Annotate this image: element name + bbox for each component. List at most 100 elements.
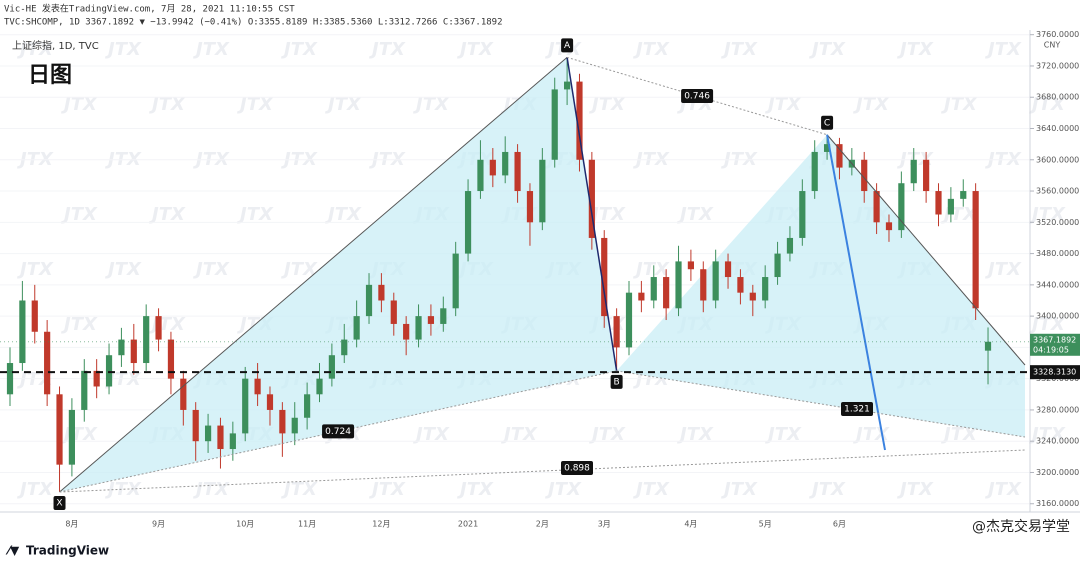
candle-body [576,81,583,160]
ratio-box [681,89,714,104]
watermark: JTX [809,39,846,60]
candle-body [68,409,75,465]
currency: CNY [1044,41,1061,50]
candle-body [266,394,274,410]
watermark: JTX [545,479,582,500]
candle-body [588,159,595,238]
candle-body [601,237,608,317]
pattern-line [59,449,1026,493]
x-tick-label: 5月 [759,520,772,529]
x-tick-label: 6月 [833,520,846,529]
x-tick-label: 9月 [152,520,165,529]
pattern-lines: X A B C 0.724 0.746 1.321 0.898 [0,38,1030,511]
candle-body [167,339,175,379]
watermark: JTX [237,94,274,115]
x-tick-label: 4月 [684,520,697,529]
candle-body [328,355,335,379]
watermark: JTX [589,204,626,225]
candle-body [972,191,979,309]
y-tick-label: 3160.0000 [1036,499,1079,508]
candle-body [6,363,14,395]
watermark: JTX [325,94,362,115]
candle-body [700,269,707,301]
watermark: JTX [369,479,406,500]
candle-body [365,284,373,317]
candle-body [823,144,831,152]
watermark: JTX [1029,204,1066,225]
watermark: JTX [633,479,670,500]
x-tick-label: 2021 [458,520,478,529]
watermark: JTX [105,259,142,280]
watermark: JTX [1029,424,1066,445]
candles [6,57,992,493]
countdown: 04:19:05 [1033,345,1069,354]
watermark: JTX [457,479,494,500]
watermark: JTX [985,39,1022,60]
watermark: JTX [413,424,450,445]
candle-body [427,316,435,324]
credit: @杰克交易学堂 [972,518,1070,535]
watermark: JTX [61,314,98,335]
pattern-line [826,134,1026,366]
candle-body [613,316,620,348]
brand: TradingView [26,544,109,558]
watermark: JTX [149,314,186,335]
pattern-fill [59,57,617,493]
candle-body [254,378,261,395]
candle-body [539,159,546,223]
candle-body [885,222,893,231]
x-tick-label: 8月 [65,520,78,529]
watermark: JTX [985,479,1022,500]
point-label-box [610,374,623,389]
pattern-line [566,57,618,371]
chart-title: 日图 [28,63,72,88]
y-tick-label: 3720.0000 [1036,61,1079,70]
watermark: JTX [105,39,142,60]
candle-body [440,308,447,324]
watermark: JTX [721,39,758,60]
watermark: JTX [1029,314,1066,335]
ratio-box [322,424,355,439]
watermark: JTX [17,39,54,60]
watermark: JTX [501,424,538,445]
watermark: JTX [281,39,318,60]
candle-body [143,316,150,364]
publisher: Vic-HE 发表在TradingView.com, 7月 28, 2021 1… [4,3,295,15]
candle-body [836,144,843,168]
ratio-box [561,461,593,475]
y-tick-label: 3280.0000 [1036,405,1079,414]
candle-body [663,277,670,309]
point-label-box [53,496,66,511]
y-tick-label: 3600.0000 [1036,155,1079,164]
y-tick-label: 3520.0000 [1036,218,1079,227]
point-label: A [564,41,571,51]
last-price-box [1030,333,1080,356]
y-tick-label: 3200.0000 [1036,468,1079,477]
point-label-box [561,38,574,53]
pattern-line [566,56,828,136]
quote-line: TVC:SHCOMP, 1D 3367.1892 ▼ −13.9942 (−0.… [4,18,503,28]
watermark: JTX [589,424,626,445]
y-tick-label: 3760.0000 [1036,30,1079,39]
watermark: JTX [633,259,670,280]
pattern-line [59,56,568,493]
candle-body [873,191,880,223]
ratio-label: 0.724 [325,427,351,437]
point-label-box [821,115,834,130]
candle-body [762,277,769,301]
x-tick-label: 11月 [298,520,316,529]
candle-body [564,81,571,90]
watermark: JTX [149,94,186,115]
hline-label-box [1030,365,1080,380]
candle-body [799,191,806,238]
candle-body [960,191,967,199]
point-label: B [614,377,620,387]
candle-body [44,331,51,395]
candle-body [105,355,113,387]
candle-body [304,394,311,418]
watermark: JTX [17,259,54,280]
watermark: JTX [193,259,230,280]
ratio-box [841,402,873,416]
point-label: X [56,499,62,509]
